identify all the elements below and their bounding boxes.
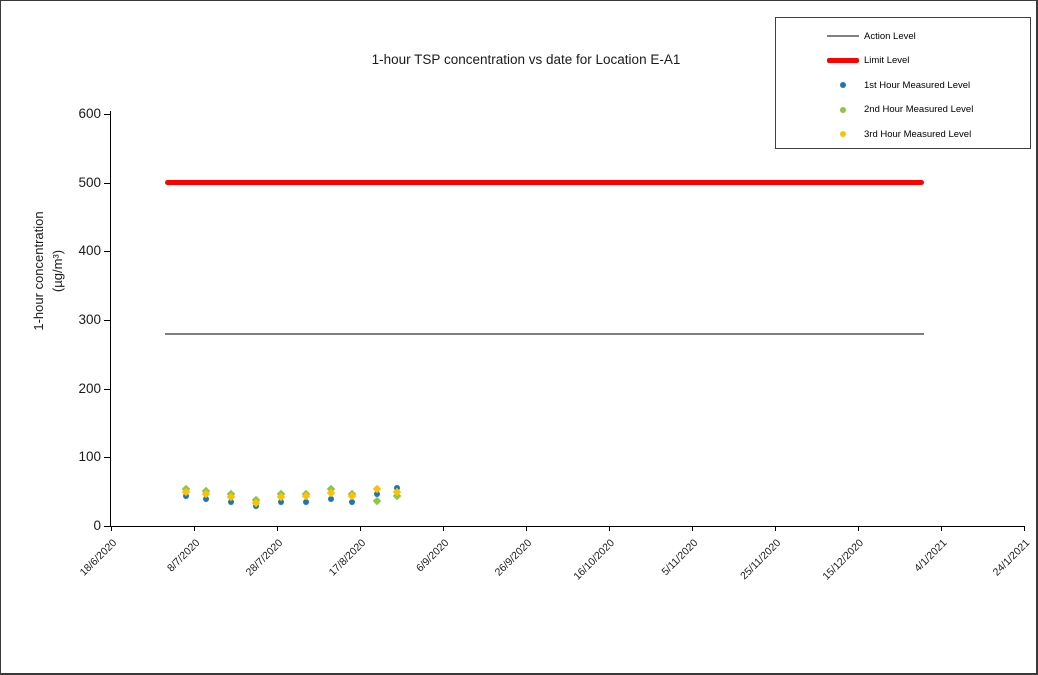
action-level-line-icon (827, 35, 859, 38)
y-axis-tickmark (104, 182, 111, 184)
data-point-1st-hour-measured-level (373, 491, 380, 498)
y-axis-tick-label: 600 (78, 106, 101, 121)
limit-level-sample-icon (826, 58, 860, 64)
x-axis-tick-label: 24/1/2021 (904, 533, 1033, 579)
y-axis-tick-label: 400 (78, 243, 101, 259)
data-point-1st-hour-measured-level (278, 498, 285, 505)
x-axis-tickmark (277, 526, 278, 531)
y-axis-line (110, 111, 111, 527)
data-point-1st-hour-measured-level (303, 498, 310, 505)
y-axis-title-line2: (µg/m³) (50, 249, 65, 293)
legend-label-action-level: Action Level (864, 30, 916, 42)
data-point-1st-hour-measured-level (203, 496, 210, 503)
1st-hour-measured-level-dot-icon (840, 82, 846, 89)
1st-hour-measured-level-sample-icon (826, 82, 860, 89)
y-axis-tickmark (104, 388, 111, 390)
x-axis-tickmark (941, 526, 942, 531)
3rd-hour-measured-level-dot-icon (840, 131, 846, 138)
y-axis-title: 1-hour concentration (µg/m³) (29, 121, 69, 421)
x-axis-tickmark (1024, 526, 1025, 531)
x-axis-tickmark (609, 526, 610, 531)
action-level-sample-icon (826, 35, 860, 38)
legend-entry-3rd-hour-measured-level: 3rd Hour Measured Level (776, 122, 1030, 147)
legend-label-3rd-hour-measured-level: 3rd Hour Measured Level (864, 128, 972, 140)
action-level-line (164, 333, 925, 336)
y-axis-tick-label: 500 (78, 174, 101, 190)
x-axis-tickmark (111, 526, 112, 531)
data-point-1st-hour-measured-level (327, 495, 334, 502)
chart-title: 1-hour TSP concentration vs date for Loc… (371, 52, 681, 67)
limit-level-line-icon (827, 58, 859, 64)
y-axis-tickmark (104, 526, 111, 527)
legend-entry-2nd-hour-measured-level: 2nd Hour Measured Level (776, 98, 1030, 123)
legend-entry-action-level: Action Level (776, 24, 1030, 49)
y-axis-tickmark (104, 457, 111, 459)
y-axis-tickmark (104, 320, 111, 321)
2nd-hour-measured-level-dot-icon (840, 106, 846, 113)
legend-label-1st-hour-measured-level: 1st Hour Measured Level (864, 79, 971, 91)
x-axis-tickmark (775, 526, 776, 531)
limit-level-line (164, 180, 925, 186)
legend-entry-1st-hour-measured-level: 1st Hour Measured Level (776, 73, 1030, 98)
y-axis-tickmark (104, 114, 111, 115)
x-axis-tickmark (858, 526, 859, 531)
x-axis-line (110, 526, 1025, 527)
x-axis-tickmark (526, 526, 527, 531)
y-axis-tickmark (104, 251, 111, 253)
legend-label-limit-level: Limit Level (864, 55, 910, 67)
y-axis-tick-label: 300 (78, 312, 101, 327)
y-axis-title-line1: 1-hour concentration (31, 211, 46, 331)
3rd-hour-measured-level-sample-icon (826, 131, 860, 138)
y-axis-tick-label: 0 (93, 518, 101, 533)
data-point-1st-hour-measured-level (228, 498, 235, 505)
x-axis-tickmark (194, 526, 195, 531)
legend: Action Level Limit Level 1st Hour Measured… (775, 17, 1031, 149)
x-axis-tickmark (443, 526, 444, 531)
x-axis-tickmark (692, 526, 693, 531)
x-axis-tickmark (360, 526, 361, 531)
y-axis-tick-label: 200 (78, 380, 101, 396)
data-point-1st-hour-measured-level (348, 498, 355, 505)
x-axis-tick-label-text: 24/1/2021 (990, 537, 1033, 579)
y-axis-tick-label: 100 (78, 449, 101, 465)
2nd-hour-measured-level-sample-icon (826, 106, 860, 113)
data-point-2nd-hour-measured-level (372, 497, 381, 506)
legend-entry-limit-level: Limit Level (776, 49, 1030, 74)
legend-label-2nd-hour-measured-level: 2nd Hour Measured Level (864, 104, 974, 116)
